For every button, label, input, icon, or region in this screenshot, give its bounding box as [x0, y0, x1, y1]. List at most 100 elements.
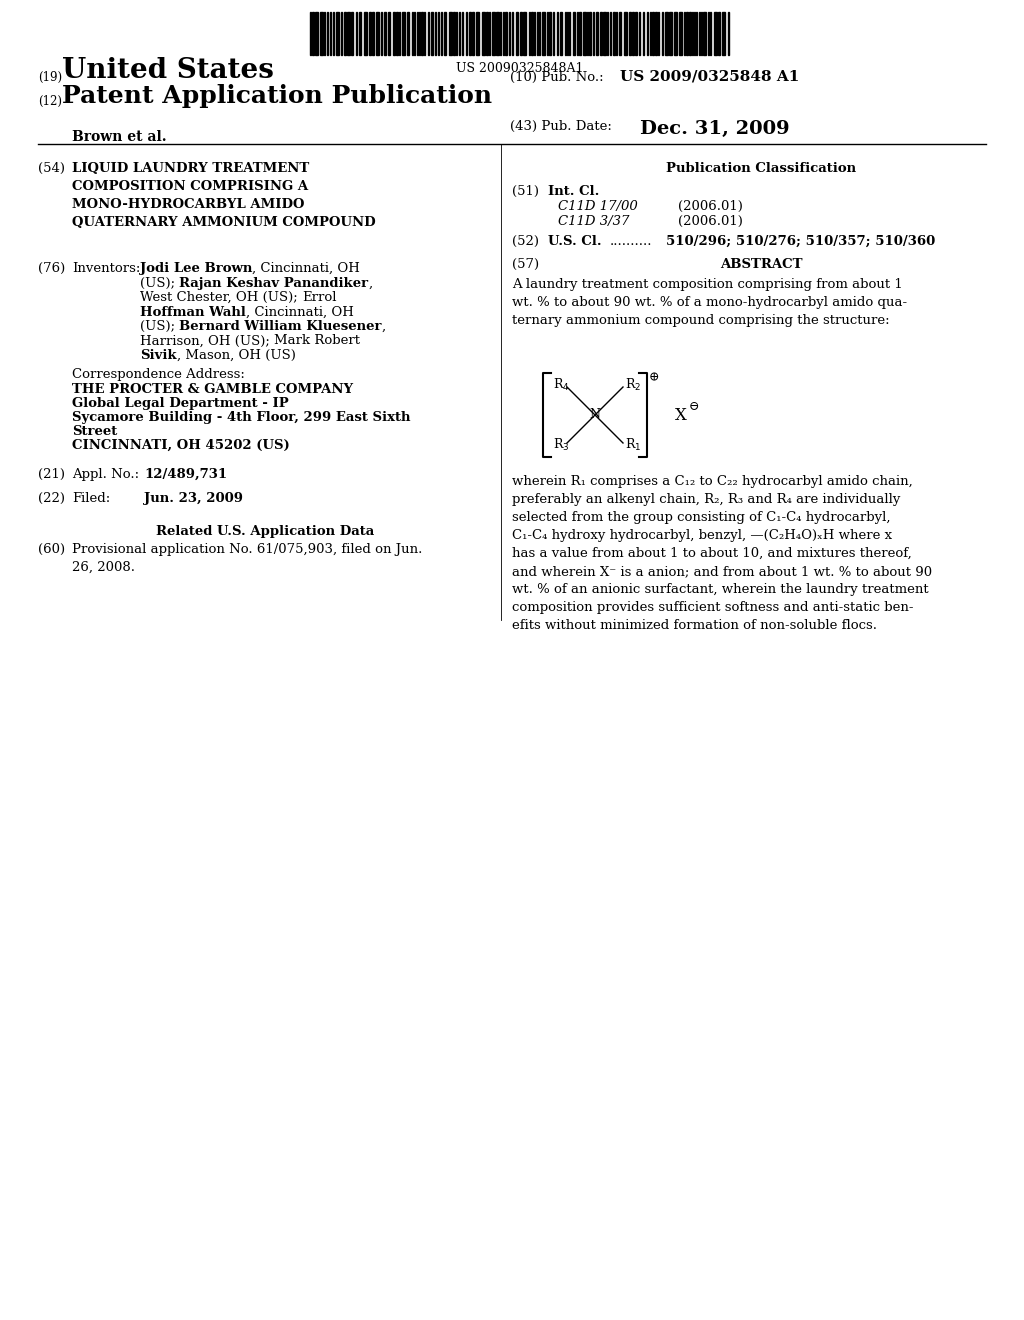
Bar: [364, 12, 367, 55]
Bar: [449, 12, 452, 55]
Bar: [674, 12, 677, 55]
Text: (22): (22): [38, 492, 65, 506]
Text: N: N: [590, 408, 600, 421]
Bar: [718, 12, 720, 55]
Text: (57): (57): [512, 257, 539, 271]
Bar: [486, 12, 488, 55]
Text: Global Legal Department - IP: Global Legal Department - IP: [72, 397, 289, 411]
Text: Sivik: Sivik: [140, 348, 176, 362]
Text: 12/489,731: 12/489,731: [144, 469, 227, 480]
Text: Bernard William Kluesener: Bernard William Kluesener: [179, 319, 382, 333]
Text: Publication Classification: Publication Classification: [666, 162, 856, 176]
Bar: [679, 12, 682, 55]
Text: A laundry treatment composition comprising from about 1
wt. % to about 90 wt. % : A laundry treatment composition comprisi…: [512, 279, 907, 327]
Text: wherein R₁ comprises a C₁₂ to C₂₂ hydrocarbyl amido chain,
preferably an alkenyl: wherein R₁ comprises a C₁₂ to C₂₂ hydroc…: [512, 475, 932, 632]
Text: (10) Pub. No.:: (10) Pub. No.:: [510, 71, 603, 84]
Text: Jun. 23, 2009: Jun. 23, 2009: [144, 492, 243, 506]
Bar: [393, 12, 395, 55]
Text: LIQUID LAUNDRY TREATMENT
COMPOSITION COMPRISING A
MONO-HYDROCARBYL AMIDO
QUATERN: LIQUID LAUNDRY TREATMENT COMPOSITION COM…: [72, 162, 376, 228]
Text: (60): (60): [38, 543, 66, 556]
Bar: [665, 12, 668, 55]
Text: (54): (54): [38, 162, 65, 176]
Bar: [384, 12, 386, 55]
Bar: [600, 12, 602, 55]
Text: Brown et al.: Brown et al.: [72, 129, 167, 144]
Text: (43) Pub. Date:: (43) Pub. Date:: [510, 120, 612, 133]
Bar: [344, 12, 346, 55]
Text: ⊕: ⊕: [649, 371, 659, 384]
Text: United States: United States: [62, 57, 273, 84]
Bar: [516, 12, 518, 55]
Text: Provisional application No. 61/075,903, filed on Jun.
26, 2008.: Provisional application No. 61/075,903, …: [72, 543, 422, 574]
Text: Filed:: Filed:: [72, 492, 111, 506]
Bar: [722, 12, 725, 55]
Text: Mark Robert: Mark Robert: [274, 334, 360, 347]
Bar: [714, 12, 717, 55]
Bar: [686, 12, 688, 55]
Text: Appl. No.:: Appl. No.:: [72, 469, 139, 480]
Text: ..........: ..........: [610, 235, 652, 248]
Text: Correspondence Address:: Correspondence Address:: [72, 368, 245, 381]
Bar: [376, 12, 379, 55]
Bar: [635, 12, 637, 55]
Bar: [505, 12, 507, 55]
Bar: [453, 12, 455, 55]
Text: Sycamore Building - 4th Floor, 299 East Sixth: Sycamore Building - 4th Floor, 299 East …: [72, 411, 411, 424]
Bar: [520, 12, 522, 55]
Bar: [613, 12, 615, 55]
Bar: [472, 12, 474, 55]
Text: US 20090325848A1: US 20090325848A1: [457, 62, 584, 75]
Bar: [596, 12, 598, 55]
Bar: [629, 12, 631, 55]
Bar: [482, 12, 485, 55]
Text: (US);: (US);: [140, 276, 179, 289]
Text: (76): (76): [38, 261, 66, 275]
Bar: [689, 12, 691, 55]
Bar: [312, 12, 314, 55]
Text: ⊖: ⊖: [689, 400, 699, 413]
Bar: [407, 12, 409, 55]
Text: (US);: (US);: [140, 319, 179, 333]
Text: R$_1$: R$_1$: [625, 437, 641, 453]
Text: R$_2$: R$_2$: [625, 378, 641, 393]
Bar: [603, 12, 606, 55]
Bar: [669, 12, 672, 55]
Text: C11D 3/37: C11D 3/37: [558, 215, 630, 228]
Bar: [632, 12, 634, 55]
Text: C11D 17/00: C11D 17/00: [558, 201, 638, 213]
Bar: [492, 12, 495, 55]
Text: , Mason, OH (US): , Mason, OH (US): [176, 348, 296, 362]
Text: ABSTRACT: ABSTRACT: [720, 257, 802, 271]
Text: ,: ,: [369, 276, 373, 289]
Bar: [347, 12, 350, 55]
Bar: [469, 12, 471, 55]
Text: (51): (51): [512, 185, 539, 198]
Text: (21): (21): [38, 469, 65, 480]
Bar: [336, 12, 339, 55]
Bar: [359, 12, 361, 55]
Bar: [560, 12, 562, 55]
Bar: [549, 12, 551, 55]
Bar: [573, 12, 575, 55]
Bar: [655, 12, 657, 55]
Bar: [523, 12, 526, 55]
Text: Int. Cl.: Int. Cl.: [548, 185, 599, 198]
Text: Patent Application Publication: Patent Application Publication: [62, 84, 493, 108]
Text: X: X: [675, 407, 687, 424]
Bar: [583, 12, 586, 55]
Bar: [618, 12, 621, 55]
Text: US 2009/0325848 A1: US 2009/0325848 A1: [620, 70, 800, 84]
Bar: [579, 12, 581, 55]
Text: Street: Street: [72, 425, 118, 438]
Text: (2006.01): (2006.01): [678, 215, 742, 228]
Bar: [372, 12, 374, 55]
Bar: [396, 12, 398, 55]
Text: ,: ,: [382, 319, 386, 333]
Bar: [351, 12, 353, 55]
Bar: [444, 12, 446, 55]
Text: West Chester, OH (US);: West Chester, OH (US);: [140, 290, 302, 304]
Text: Jodi Lee Brown: Jodi Lee Brown: [140, 261, 252, 275]
Text: CINCINNATI, OH 45202 (US): CINCINNATI, OH 45202 (US): [72, 440, 290, 451]
Text: Harrison, OH (US);: Harrison, OH (US);: [140, 334, 274, 347]
Text: (12): (12): [38, 95, 62, 108]
